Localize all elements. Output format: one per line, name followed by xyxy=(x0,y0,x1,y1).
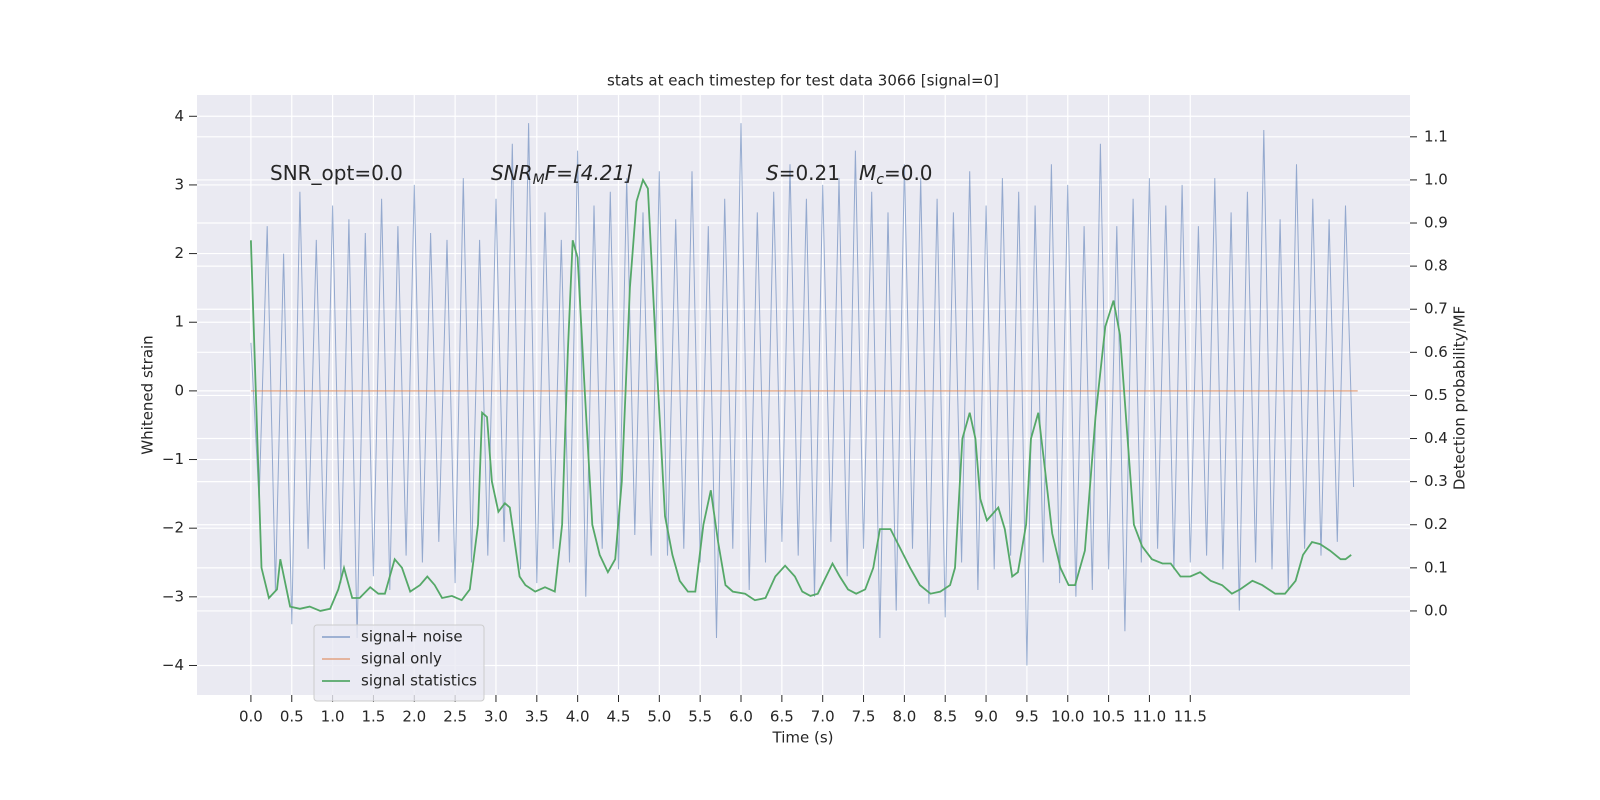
x-tick-label: 0.5 xyxy=(280,708,304,726)
lines xyxy=(250,123,1358,666)
y2-tick-label: 0.1 xyxy=(1424,558,1448,576)
y-tick-label: 4 xyxy=(174,107,184,125)
y-tick-label: 3 xyxy=(174,175,184,193)
x-tick-label: 2.0 xyxy=(402,708,426,726)
annotation-text: SNR xyxy=(491,161,533,185)
legend-label: signal only xyxy=(361,650,442,668)
x-tick-label: 11.5 xyxy=(1174,708,1207,726)
x-tick-label: 1.0 xyxy=(321,708,345,726)
x-tick-label: 3.0 xyxy=(484,708,508,726)
x-tick-label: 1.5 xyxy=(362,708,386,726)
grid xyxy=(197,95,1410,695)
annotation-subscript: c xyxy=(876,172,884,188)
annotation: SNRMF=[4.21] xyxy=(491,161,633,189)
legend-label: signal+ noise xyxy=(361,628,463,646)
y2-tick-label: 0.6 xyxy=(1424,343,1448,361)
legend-label: signal statistics xyxy=(361,672,477,690)
x-tick-label: 6.0 xyxy=(729,708,753,726)
y-tick-label: 2 xyxy=(174,244,184,262)
y-tick-label: −4 xyxy=(162,656,184,674)
y2-tick-label: 0.0 xyxy=(1424,601,1448,619)
annotation-subscript: M xyxy=(533,172,545,188)
x-tick-label: 8.0 xyxy=(892,708,916,726)
annotation: SNR_opt=0.0 xyxy=(270,161,403,185)
series-line xyxy=(250,177,1352,612)
y2-tick-label: 0.9 xyxy=(1424,214,1448,232)
y2-tick-label: 0.5 xyxy=(1424,386,1448,404)
y2-tick-label: 0.7 xyxy=(1424,300,1448,318)
x-tick-label: 2.5 xyxy=(443,708,467,726)
annotation-text: =0.0 xyxy=(884,161,933,185)
legend-box xyxy=(313,624,485,702)
y2-axis-label: Detection probability/MF xyxy=(1451,306,1469,490)
x-tick-label: 9.0 xyxy=(974,708,998,726)
y2-tick-label: 0.3 xyxy=(1424,472,1448,490)
chart-title: stats at each timestep for test data 306… xyxy=(607,72,999,90)
x-tick-label: 7.0 xyxy=(811,708,835,726)
x-tick-label: 10.0 xyxy=(1051,708,1084,726)
axes: 0.0 0.5 1.0 1.5 2.0 2.5 3.0 3.5 4.0 4.5 5.0 5.5 6.0 6… xyxy=(162,107,1448,726)
x-tick-label: 4.5 xyxy=(607,708,631,726)
y-tick-label: 1 xyxy=(174,313,184,331)
y2-tick-label: 0.8 xyxy=(1424,257,1448,275)
x-tick-label: 0.0 xyxy=(239,708,263,726)
x-tick-label: 5.5 xyxy=(688,708,712,726)
x-axis-label: Time (s) xyxy=(772,729,834,747)
legend: signal+ noise signal only signal statistic… xyxy=(313,624,485,702)
x-tick-label: 5.0 xyxy=(647,708,671,726)
y-tick-label: −1 xyxy=(162,450,184,468)
x-tick-label: 10.5 xyxy=(1092,708,1125,726)
annotation-text: S xyxy=(766,161,779,185)
annotation-text: =0.21 xyxy=(779,161,840,185)
y2-tick-label: 1.0 xyxy=(1424,170,1448,188)
annotation-text: SNR_opt=0.0 xyxy=(270,161,403,185)
y2-tick-label: 0.2 xyxy=(1424,515,1448,533)
x-tick-label: 4.0 xyxy=(566,708,590,726)
y-axis-label: Whitened strain xyxy=(139,335,157,454)
annotation: S=0.21 xyxy=(766,161,840,185)
x-tick-label: 9.5 xyxy=(1015,708,1039,726)
y-tick-label: 0 xyxy=(174,381,184,399)
x-tick-label: 8.5 xyxy=(933,708,957,726)
annotation-text: M xyxy=(859,161,876,185)
annotation: Mc=0.0 xyxy=(859,161,933,189)
x-tick-label: 11.0 xyxy=(1133,708,1166,726)
x-tick-label: 7.5 xyxy=(852,708,876,726)
x-tick-label: 6.5 xyxy=(770,708,794,726)
y2-tick-label: 0.4 xyxy=(1424,429,1448,447)
series-line xyxy=(250,123,1355,666)
y2-tick-label: 1.1 xyxy=(1424,127,1448,145)
y-tick-label: −2 xyxy=(162,519,184,537)
x-tick-label: 3.5 xyxy=(525,708,549,726)
annotation-text: F=[4.21] xyxy=(545,161,633,185)
y-tick-label: −3 xyxy=(162,587,184,605)
